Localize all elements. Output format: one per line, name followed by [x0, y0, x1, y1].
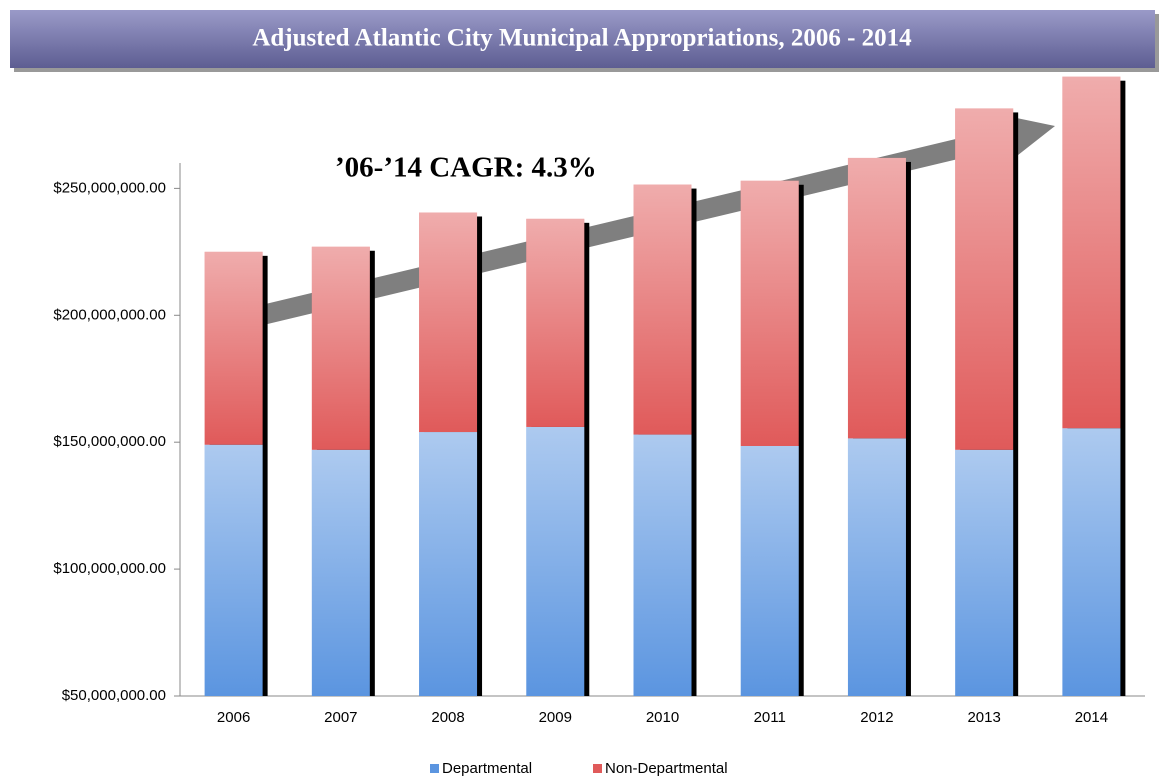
- bar-shine: [847, 157, 906, 439]
- bar-shine: [419, 432, 478, 696]
- bar-shine: [633, 434, 692, 696]
- x-tick-label: 2013: [967, 709, 1000, 726]
- legend-label: Departmental: [442, 760, 532, 777]
- x-tick-label: 2012: [860, 709, 893, 726]
- y-tick-label: $50,000,000.00: [62, 687, 166, 704]
- legend-swatch: [593, 764, 602, 773]
- bar-shine: [204, 444, 263, 696]
- x-tick-label: 2010: [646, 709, 679, 726]
- legend-label: Non-Departmental: [605, 760, 728, 777]
- bar-shine: [311, 449, 370, 696]
- y-tick-label: $150,000,000.00: [53, 433, 166, 450]
- bar-shine: [419, 212, 478, 433]
- y-tick-label: $250,000,000.00: [53, 179, 166, 196]
- bar-shine: [1062, 76, 1121, 429]
- bar-shine: [204, 251, 263, 445]
- bar-shine: [526, 426, 585, 696]
- x-tick-label: 2006: [217, 709, 250, 726]
- x-tick-label: 2011: [754, 709, 786, 726]
- bar-shine: [740, 445, 799, 696]
- bar-shine: [955, 449, 1014, 696]
- x-tick-label: 2008: [431, 709, 464, 726]
- bar-shine: [1062, 428, 1121, 696]
- bar-shine: [847, 438, 906, 696]
- legend-swatch: [430, 764, 439, 773]
- y-tick-label: $200,000,000.00: [53, 306, 166, 323]
- x-tick-label: 2007: [324, 709, 357, 726]
- x-tick-label: 2009: [539, 709, 572, 726]
- y-tick-label: $100,000,000.00: [53, 560, 166, 577]
- bar-shine: [311, 246, 370, 450]
- bar-shine: [633, 184, 692, 435]
- bar-shine: [526, 218, 585, 427]
- title-banner: [10, 10, 1155, 68]
- bar-shine: [955, 108, 1014, 450]
- bar-shine: [740, 180, 799, 446]
- annotation: ’06-’14 CAGR: 4.3%: [335, 152, 597, 184]
- x-tick-label: 2014: [1075, 709, 1108, 726]
- chart-title: Adjusted Atlantic City Municipal Appropr…: [252, 25, 912, 52]
